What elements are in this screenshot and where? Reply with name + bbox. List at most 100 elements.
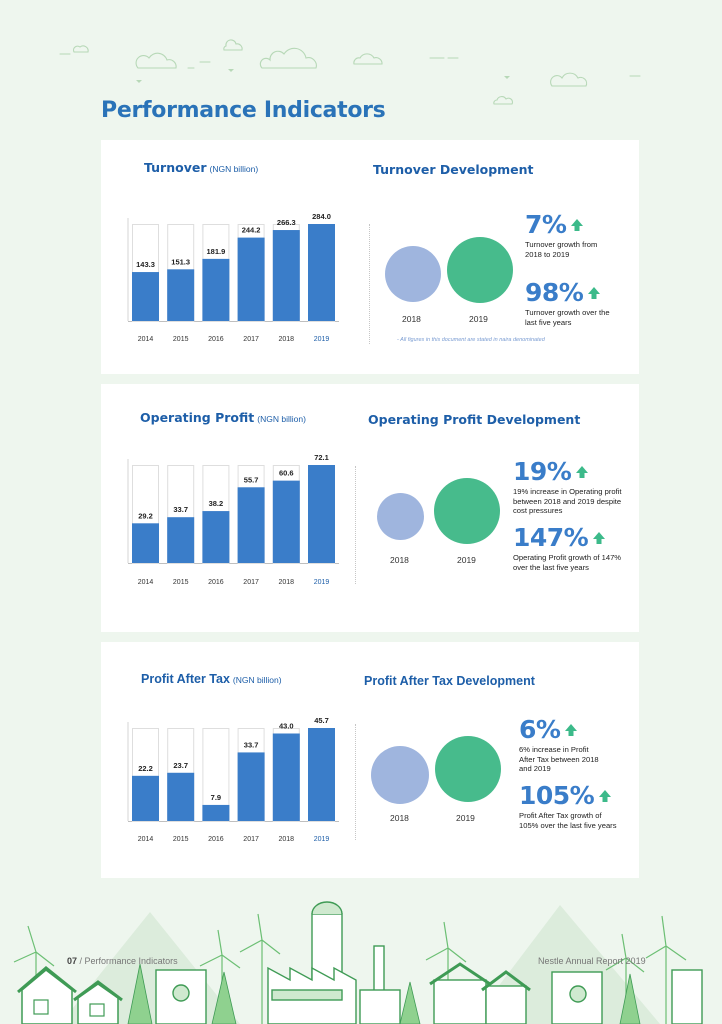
bar-2016: [202, 258, 230, 321]
cloud-icon: [223, 39, 243, 51]
turnover-development-title: Turnover Development: [373, 162, 534, 177]
stat-description: 19% increase in Operating profit between…: [513, 487, 622, 516]
cloud-icon: [135, 52, 177, 69]
circle-2018: [377, 493, 424, 540]
year-label-2019: 2019: [456, 813, 475, 823]
bar-2018: [272, 733, 300, 821]
arrow-up-icon: [593, 531, 606, 544]
x-tick-label: 2018: [279, 836, 295, 843]
operating-profit-bar-chart: 29.2 2014 33.7 2015 38.2 2016 55.7 2017 60.6 2018…: [127, 453, 339, 586]
cloud-icon: [187, 61, 211, 69]
stat-value: 7%: [525, 210, 567, 239]
cloud-icon: [59, 45, 89, 55]
stat-growth-year: 19% 19% increase in Operating profit bet…: [513, 459, 633, 516]
bar-2015: [167, 269, 195, 321]
stat-description: Profit After Tax growth of 105% over the…: [519, 811, 617, 830]
page-title: Performance Indicators: [101, 98, 386, 123]
x-tick-label: 2019: [314, 579, 330, 586]
year-label-2018: 2018: [402, 314, 421, 324]
bar-2017: [237, 487, 265, 563]
bar-2017: [237, 752, 265, 821]
operating-profit-chart-title: Operating Profit (NGN billion): [140, 410, 306, 425]
profit-after-tax-chart-title: Profit After Tax (NGN billion): [141, 672, 282, 686]
bar-2014: [132, 775, 159, 821]
stat-value: 98%: [525, 278, 584, 307]
x-tick-label: 2014: [138, 336, 154, 343]
bar-2014: [132, 523, 159, 563]
stat-description: Turnover growth over the last five years: [525, 308, 610, 327]
x-tick-label: 2015: [173, 336, 189, 343]
bar-2015: [167, 517, 195, 563]
x-tick-label: 2015: [173, 836, 189, 843]
year-label-2019: 2019: [469, 314, 488, 324]
circle-2019: [435, 736, 501, 802]
year-label-2018: 2018: [390, 555, 409, 565]
stat-growth-five-years: 98% Turnover growth over the last five y…: [525, 280, 625, 327]
chart-title-text: Profit After Tax: [141, 672, 230, 686]
stat-description: Operating Profit growth of 147% over the…: [513, 553, 622, 572]
footer-report-title: Nestle Annual Report 2019: [538, 956, 646, 966]
stat-growth-five-years: 105% Profit After Tax growth of 105% ove…: [519, 783, 637, 830]
bar-value-label: 29.2: [138, 511, 153, 520]
circle-2018: [385, 246, 441, 302]
stat-growth-five-years: 147% Operating Profit growth of 147% ove…: [513, 525, 637, 572]
x-tick-label: 2018: [279, 336, 295, 343]
footer-section-text: Performance Indicators: [84, 956, 178, 966]
bar-value-label: 72.1: [314, 453, 329, 462]
bar-value-label: 143.3: [136, 260, 155, 269]
chart-unit: (NGN billion): [209, 164, 259, 174]
bar-value-label: 38.2: [209, 499, 224, 508]
cloud-icon: [493, 96, 513, 105]
chart-title-text: Turnover: [144, 160, 207, 175]
bar-value-label: 22.2: [138, 764, 153, 773]
x-tick-label: 2014: [138, 579, 154, 586]
operating-profit-development-title: Operating Profit Development: [368, 412, 581, 427]
bar-value-label: 151.3: [171, 257, 190, 266]
arrow-up-icon: [576, 465, 589, 478]
bar-2017: [237, 237, 265, 321]
operating-profit-panel: Operating Profit (NGN billion) 29.2 2014 33…: [101, 384, 639, 632]
bar-value-label: 23.7: [173, 761, 188, 770]
x-tick-label: 2014: [138, 836, 154, 843]
chart-unit: (NGN billion): [232, 675, 282, 685]
stat-value: 6%: [519, 715, 561, 744]
cloud-icon: [259, 47, 317, 69]
bar-value-label: 284.0: [312, 212, 331, 221]
stat-description: Turnover growth from 2018 to 2019: [525, 240, 598, 259]
x-tick-label: 2019: [314, 836, 330, 843]
profit-after-tax-bar-chart: 22.2 2014 23.7 2015 7.9 2016 33.7 2017 43.0 2018 4…: [127, 716, 339, 843]
year-label-2018: 2018: [390, 813, 409, 823]
wind-turbine-icon: [13, 913, 687, 1024]
stat-description: 6% increase in Profit After Tax between …: [519, 745, 599, 774]
bar-value-label: 55.7: [244, 475, 259, 484]
tree-icon: [127, 963, 641, 1024]
stat-growth-year: 7% Turnover growth from 2018 to 2019: [525, 212, 625, 259]
cloud-icon: [353, 53, 383, 65]
bar-value-label: 33.7: [173, 505, 188, 514]
cloud-icon: [550, 72, 588, 87]
turnover-bar-chart: 143.3 2014 151.3 2015 181.9 2016 244.2 2017 266.…: [127, 212, 339, 343]
chart-unit: (NGN billion): [257, 414, 306, 424]
bar-value-label: 7.9: [211, 793, 221, 802]
sky-decoration: [59, 39, 641, 105]
turnover-chart-title: Turnover (NGN billion): [144, 160, 258, 175]
profit-after-tax-development-title: Profit After Tax Development: [364, 674, 535, 688]
bar-value-label: 60.6: [279, 469, 294, 478]
x-tick-label: 2015: [173, 579, 189, 586]
bar-value-label: 244.2: [242, 226, 261, 235]
x-tick-label: 2019: [314, 336, 330, 343]
bar-2016: [202, 511, 230, 563]
year-label-2019: 2019: [457, 555, 476, 565]
footer-section-label: 07 / Performance Indicators: [67, 956, 178, 966]
bar-value-label: 266.3: [277, 218, 296, 227]
bar-2019: [308, 465, 335, 563]
bar-2019: [308, 728, 335, 821]
stat-value: 105%: [519, 781, 595, 810]
footnote: - All figures in this document are state…: [397, 337, 545, 343]
stat-value: 19%: [513, 457, 572, 486]
x-tick-label: 2016: [208, 336, 224, 343]
section-divider: [355, 466, 356, 584]
arrow-up-icon: [599, 789, 612, 802]
bar-2016: [202, 804, 230, 821]
x-tick-label: 2018: [279, 579, 295, 586]
